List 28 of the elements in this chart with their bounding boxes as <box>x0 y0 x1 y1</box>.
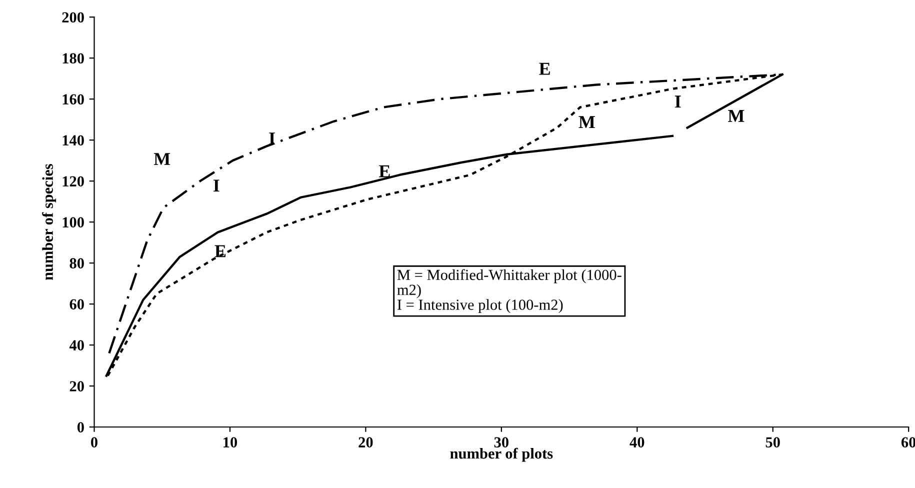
x-tick-label: 50 <box>766 437 780 448</box>
annotation: I <box>213 180 220 192</box>
y-tick-label: 40 <box>69 340 84 350</box>
y-tick-label: 0 <box>77 422 84 432</box>
annotation: M = Modified-Whittaker plot (1000- m2) I = Intensive plot (100-m2) <box>397 269 622 314</box>
annotation: M <box>728 110 744 122</box>
annotation: M <box>154 153 170 165</box>
annotation: I <box>674 96 681 108</box>
annotation: E <box>378 165 390 178</box>
x-tick-label: 10 <box>224 437 238 448</box>
x-tick-label: 30 <box>494 437 508 448</box>
y-tick-label: 200 <box>62 12 84 23</box>
y-tick-label: 80 <box>70 258 84 268</box>
y-tick-label: 160 <box>62 94 84 105</box>
y-axis-title: number of species <box>42 164 56 280</box>
annotation: M <box>578 116 595 128</box>
x-tick-label: 0 <box>91 437 98 448</box>
annotation: E <box>539 62 550 75</box>
annotation: E <box>214 245 226 258</box>
y-tick-label: 180 <box>62 53 84 64</box>
y-tick-label: 100 <box>62 217 84 228</box>
y-tick-label: 60 <box>70 299 84 310</box>
y-tick-label: 140 <box>62 135 84 146</box>
x-tick-label: 20 <box>358 437 373 448</box>
y-tick-label: 120 <box>62 176 84 186</box>
x-axis-title: number of plots <box>450 448 553 462</box>
x-tick-label: 40 <box>630 437 644 448</box>
y-tick-label: 20 <box>70 381 84 392</box>
